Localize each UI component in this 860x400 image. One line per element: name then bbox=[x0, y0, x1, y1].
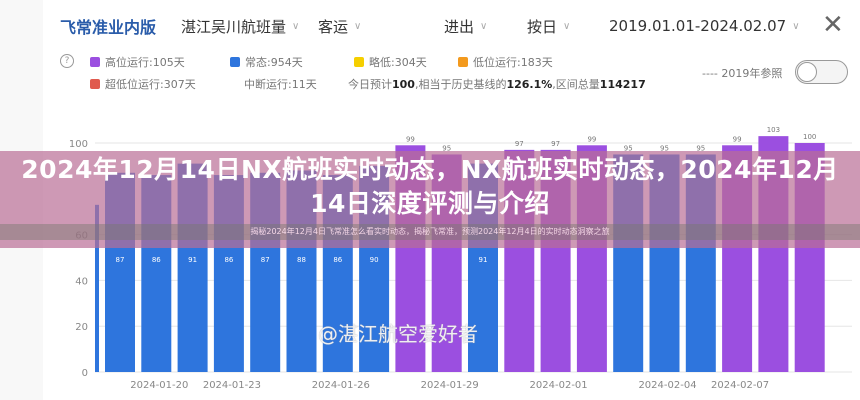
overlay-subtitle: 揭秘2024年12月4日飞常准怎么看实时动态，揭秘飞常准，预测2024年12月4… bbox=[250, 227, 610, 236]
bar-value-label: 87 bbox=[261, 256, 270, 264]
bar-value-label: 87 bbox=[116, 256, 125, 264]
reference-label: ---- 2019年参照 bbox=[702, 67, 783, 80]
legend-slightly-low[interactable]: 略低:304天 bbox=[354, 54, 427, 70]
chevron-down-icon: ∨ bbox=[292, 20, 300, 32]
legend-interrupted[interactable]: 中断运行:11天 bbox=[244, 76, 317, 92]
chevron-down-icon: ∨ bbox=[563, 20, 571, 32]
legend-high[interactable]: 高位运行:105天 bbox=[90, 54, 185, 70]
bar-value-label: 95 bbox=[660, 144, 669, 152]
dropdown-label: 按日 bbox=[527, 17, 558, 36]
direction-dropdown[interactable]: 进出 ∨ bbox=[444, 14, 487, 38]
dropdown-label: 客运 bbox=[318, 17, 349, 36]
x-tick-label: 2024-02-07 bbox=[711, 380, 769, 391]
bar-value-label: 86 bbox=[224, 256, 233, 264]
y-tick-label: 20 bbox=[75, 322, 88, 333]
reference-toggle[interactable] bbox=[795, 60, 848, 84]
legend-label: 低位运行:183天 bbox=[473, 56, 553, 69]
bar-value-label: 88 bbox=[297, 256, 306, 264]
legend-swatch bbox=[90, 57, 100, 67]
bar-value-label: 90 bbox=[370, 256, 379, 264]
bar-value-label: 91 bbox=[479, 256, 488, 264]
bar-value-label: 99 bbox=[733, 135, 742, 143]
legend-label: 高位运行:105天 bbox=[105, 56, 185, 69]
y-tick-label: 40 bbox=[75, 276, 88, 287]
title-overlay-band bbox=[0, 151, 860, 248]
bar-value-label: 95 bbox=[442, 144, 451, 152]
legend-label: 超低位运行:307天 bbox=[105, 78, 196, 91]
x-tick-label: 2024-01-20 bbox=[130, 380, 188, 391]
x-tick-label: 2024-02-01 bbox=[530, 380, 588, 391]
bar-value-label: 91 bbox=[188, 256, 197, 264]
toggle-knob bbox=[797, 62, 817, 82]
bar-value-label: 103 bbox=[767, 126, 780, 134]
summary-text: 今日预计 100 ,相当于历史基线的 126.1% ,区间总量 114217 bbox=[348, 77, 646, 92]
close-icon[interactable]: ✕ bbox=[822, 10, 844, 40]
bar-value-label: 97 bbox=[551, 140, 560, 148]
date-range-dropdown[interactable]: 2019.01.01-2024.02.07 ∨ bbox=[609, 14, 800, 38]
legend-label: 中断运行:11天 bbox=[244, 78, 317, 91]
y-tick-label: 100 bbox=[69, 139, 88, 150]
bar-value-label: 86 bbox=[152, 256, 161, 264]
x-tick-label: 2024-02-04 bbox=[638, 380, 696, 391]
bar-value-label: 99 bbox=[587, 135, 596, 143]
dropdown-label: 湛江吴川航班量 bbox=[181, 17, 287, 36]
subtitle-band bbox=[0, 224, 860, 240]
bar-value-label: 99 bbox=[406, 135, 415, 143]
legend-label: 常态:954天 bbox=[245, 56, 303, 69]
x-tick-label: 2024-01-29 bbox=[421, 380, 479, 391]
x-tick-label: 2024-01-26 bbox=[312, 380, 370, 391]
chevron-down-icon: ∨ bbox=[480, 20, 488, 32]
granularity-dropdown[interactable]: 按日 ∨ bbox=[527, 14, 570, 38]
chevron-down-icon: ∨ bbox=[354, 20, 362, 32]
airport-metric-dropdown[interactable]: 湛江吴川航班量 ∨ bbox=[181, 14, 299, 38]
legend-normal[interactable]: 常态:954天 bbox=[230, 54, 303, 70]
watermark: @湛江航空爱好者 bbox=[318, 322, 478, 346]
dropdown-label: 2019.01.01-2024.02.07 bbox=[609, 17, 787, 35]
type-dropdown[interactable]: 客运 ∨ bbox=[318, 14, 361, 38]
bar-value-label: 95 bbox=[624, 144, 633, 152]
legend-swatch bbox=[90, 79, 100, 89]
legend-low[interactable]: 低位运行:183天 bbox=[458, 54, 553, 70]
overlay-title: 2024年12月14日NX航班实时动态，NX航班实时动态，2024年12月14日… bbox=[21, 155, 839, 218]
x-tick-label: 2024-01-23 bbox=[203, 380, 261, 391]
legend-swatch bbox=[354, 57, 364, 67]
bar-value-label: 97 bbox=[515, 140, 524, 148]
legend-swatch bbox=[458, 57, 468, 67]
bar-value-label: 95 bbox=[696, 144, 705, 152]
y-tick-label: 0 bbox=[82, 368, 88, 379]
app-brand: 飞常准业内版 bbox=[60, 18, 157, 37]
bar-value-label: 86 bbox=[333, 256, 342, 264]
help-icon[interactable]: ? bbox=[60, 54, 74, 68]
bar bbox=[95, 204, 99, 372]
bar-value-label: 100 bbox=[803, 133, 816, 141]
legend-label: 略低:304天 bbox=[369, 56, 427, 69]
legend-swatch bbox=[230, 57, 240, 67]
chevron-down-icon: ∨ bbox=[792, 20, 800, 32]
dropdown-label: 进出 bbox=[444, 17, 475, 36]
legend-very-low[interactable]: 超低位运行:307天 bbox=[90, 76, 196, 92]
